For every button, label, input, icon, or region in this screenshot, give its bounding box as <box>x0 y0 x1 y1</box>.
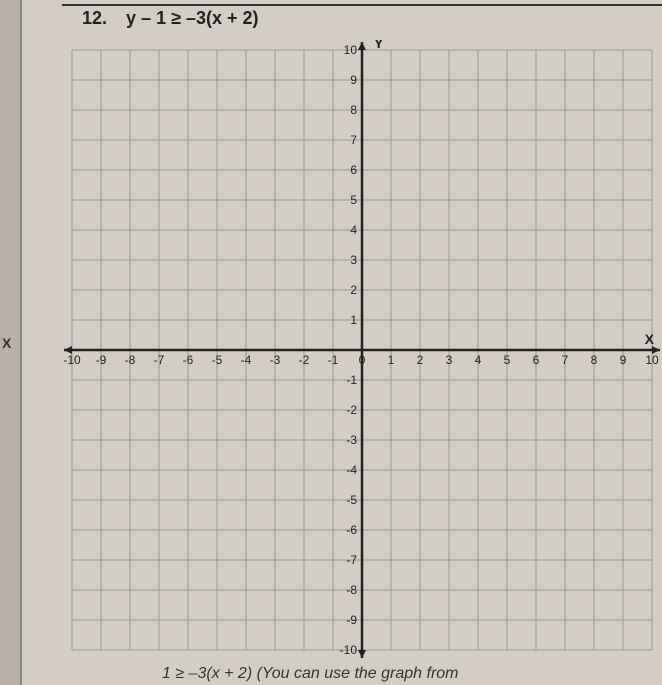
svg-text:-5: -5 <box>212 353 223 367</box>
svg-text:Y: Y <box>374 40 384 51</box>
svg-text:5: 5 <box>350 193 357 207</box>
svg-text:3: 3 <box>446 353 453 367</box>
svg-text:-3: -3 <box>270 353 281 367</box>
svg-text:1: 1 <box>388 353 395 367</box>
svg-text:2: 2 <box>417 353 424 367</box>
svg-text:1: 1 <box>350 313 357 327</box>
svg-text:2: 2 <box>350 283 357 297</box>
svg-text:-3: -3 <box>346 433 357 447</box>
svg-text:10: 10 <box>645 353 659 367</box>
svg-text:4: 4 <box>350 223 357 237</box>
svg-text:6: 6 <box>350 163 357 177</box>
svg-text:-7: -7 <box>154 353 165 367</box>
problem-number: 12. <box>82 8 107 28</box>
svg-text:X: X <box>645 331 655 347</box>
svg-text:0: 0 <box>359 353 366 367</box>
svg-text:9: 9 <box>620 353 627 367</box>
svg-text:8: 8 <box>591 353 598 367</box>
svg-text:-7: -7 <box>346 553 357 567</box>
svg-text:9: 9 <box>350 73 357 87</box>
svg-text:-5: -5 <box>346 493 357 507</box>
left-page-x-label: X <box>2 335 11 351</box>
svg-text:-1: -1 <box>328 353 339 367</box>
problem-expression: y – 1 ≥ –3(x + 2) <box>126 8 258 28</box>
footer-fragment: 1 ≥ –3(x + 2) (You can use the graph fro… <box>162 665 459 683</box>
svg-text:3: 3 <box>350 253 357 267</box>
top-rule <box>62 4 662 6</box>
svg-text:4: 4 <box>475 353 482 367</box>
svg-text:-2: -2 <box>346 403 357 417</box>
coordinate-grid: -10-9-8-7-6-5-4-3-2-1012345678910-10-9-8… <box>62 40 662 660</box>
svg-text:-9: -9 <box>346 613 357 627</box>
svg-text:-8: -8 <box>346 583 357 597</box>
svg-text:-8: -8 <box>125 353 136 367</box>
svg-text:-10: -10 <box>340 643 358 657</box>
svg-text:8: 8 <box>350 103 357 117</box>
svg-text:-10: -10 <box>63 353 81 367</box>
problem-header: 12. y – 1 ≥ –3(x + 2) <box>82 8 259 29</box>
svg-text:10: 10 <box>344 43 358 57</box>
page-surface: 12. y – 1 ≥ –3(x + 2) -10-9-8-7-6-5-4-3-… <box>20 0 662 685</box>
svg-text:-2: -2 <box>299 353 310 367</box>
svg-text:-1: -1 <box>346 373 357 387</box>
grid-svg: -10-9-8-7-6-5-4-3-2-1012345678910-10-9-8… <box>62 40 662 660</box>
svg-text:-9: -9 <box>96 353 107 367</box>
svg-text:-6: -6 <box>183 353 194 367</box>
svg-text:-4: -4 <box>241 353 252 367</box>
svg-text:5: 5 <box>504 353 511 367</box>
svg-text:-4: -4 <box>346 463 357 477</box>
svg-text:-6: -6 <box>346 523 357 537</box>
svg-text:6: 6 <box>533 353 540 367</box>
svg-text:7: 7 <box>350 133 357 147</box>
svg-text:7: 7 <box>562 353 569 367</box>
